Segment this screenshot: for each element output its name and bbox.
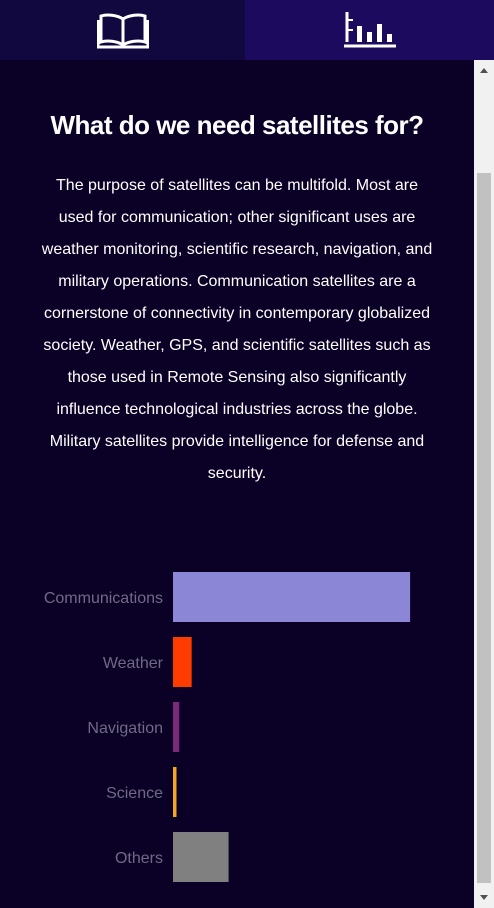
chevron-down-icon — [480, 895, 488, 900]
scroll-down-button[interactable] — [474, 888, 494, 908]
bar-weather[interactable] — [173, 637, 192, 687]
bar-science[interactable] — [173, 767, 177, 817]
bar-chart-icon — [343, 10, 397, 50]
tab-story[interactable] — [0, 0, 245, 60]
satellite-purpose-chart: Communications Weather Navigation Science Ot… — [44, 572, 411, 882]
bar-navigation[interactable] — [173, 702, 180, 752]
scrollbar[interactable] — [474, 60, 494, 908]
category-label: Communications — [44, 590, 163, 607]
scrollbar-thumb[interactable] — [477, 173, 491, 883]
book-icon — [96, 11, 149, 49]
category-label: Navigation — [87, 720, 163, 737]
bar-others[interactable] — [173, 832, 229, 882]
intro-paragraph: The purpose of satellites can be multifo… — [41, 177, 433, 482]
category-label: Weather — [103, 655, 164, 672]
category-label: Science — [106, 785, 163, 802]
bar-communications[interactable] — [173, 572, 411, 622]
content-panel: What do we need satellites for? The purp… — [0, 60, 474, 908]
tab-bar — [0, 0, 494, 60]
scroll-up-button[interactable] — [474, 60, 494, 80]
tab-chart[interactable] — [245, 0, 494, 60]
page-title: What do we need satellites for? — [50, 110, 424, 140]
category-label: Others — [115, 850, 163, 867]
chevron-up-icon — [480, 68, 488, 73]
